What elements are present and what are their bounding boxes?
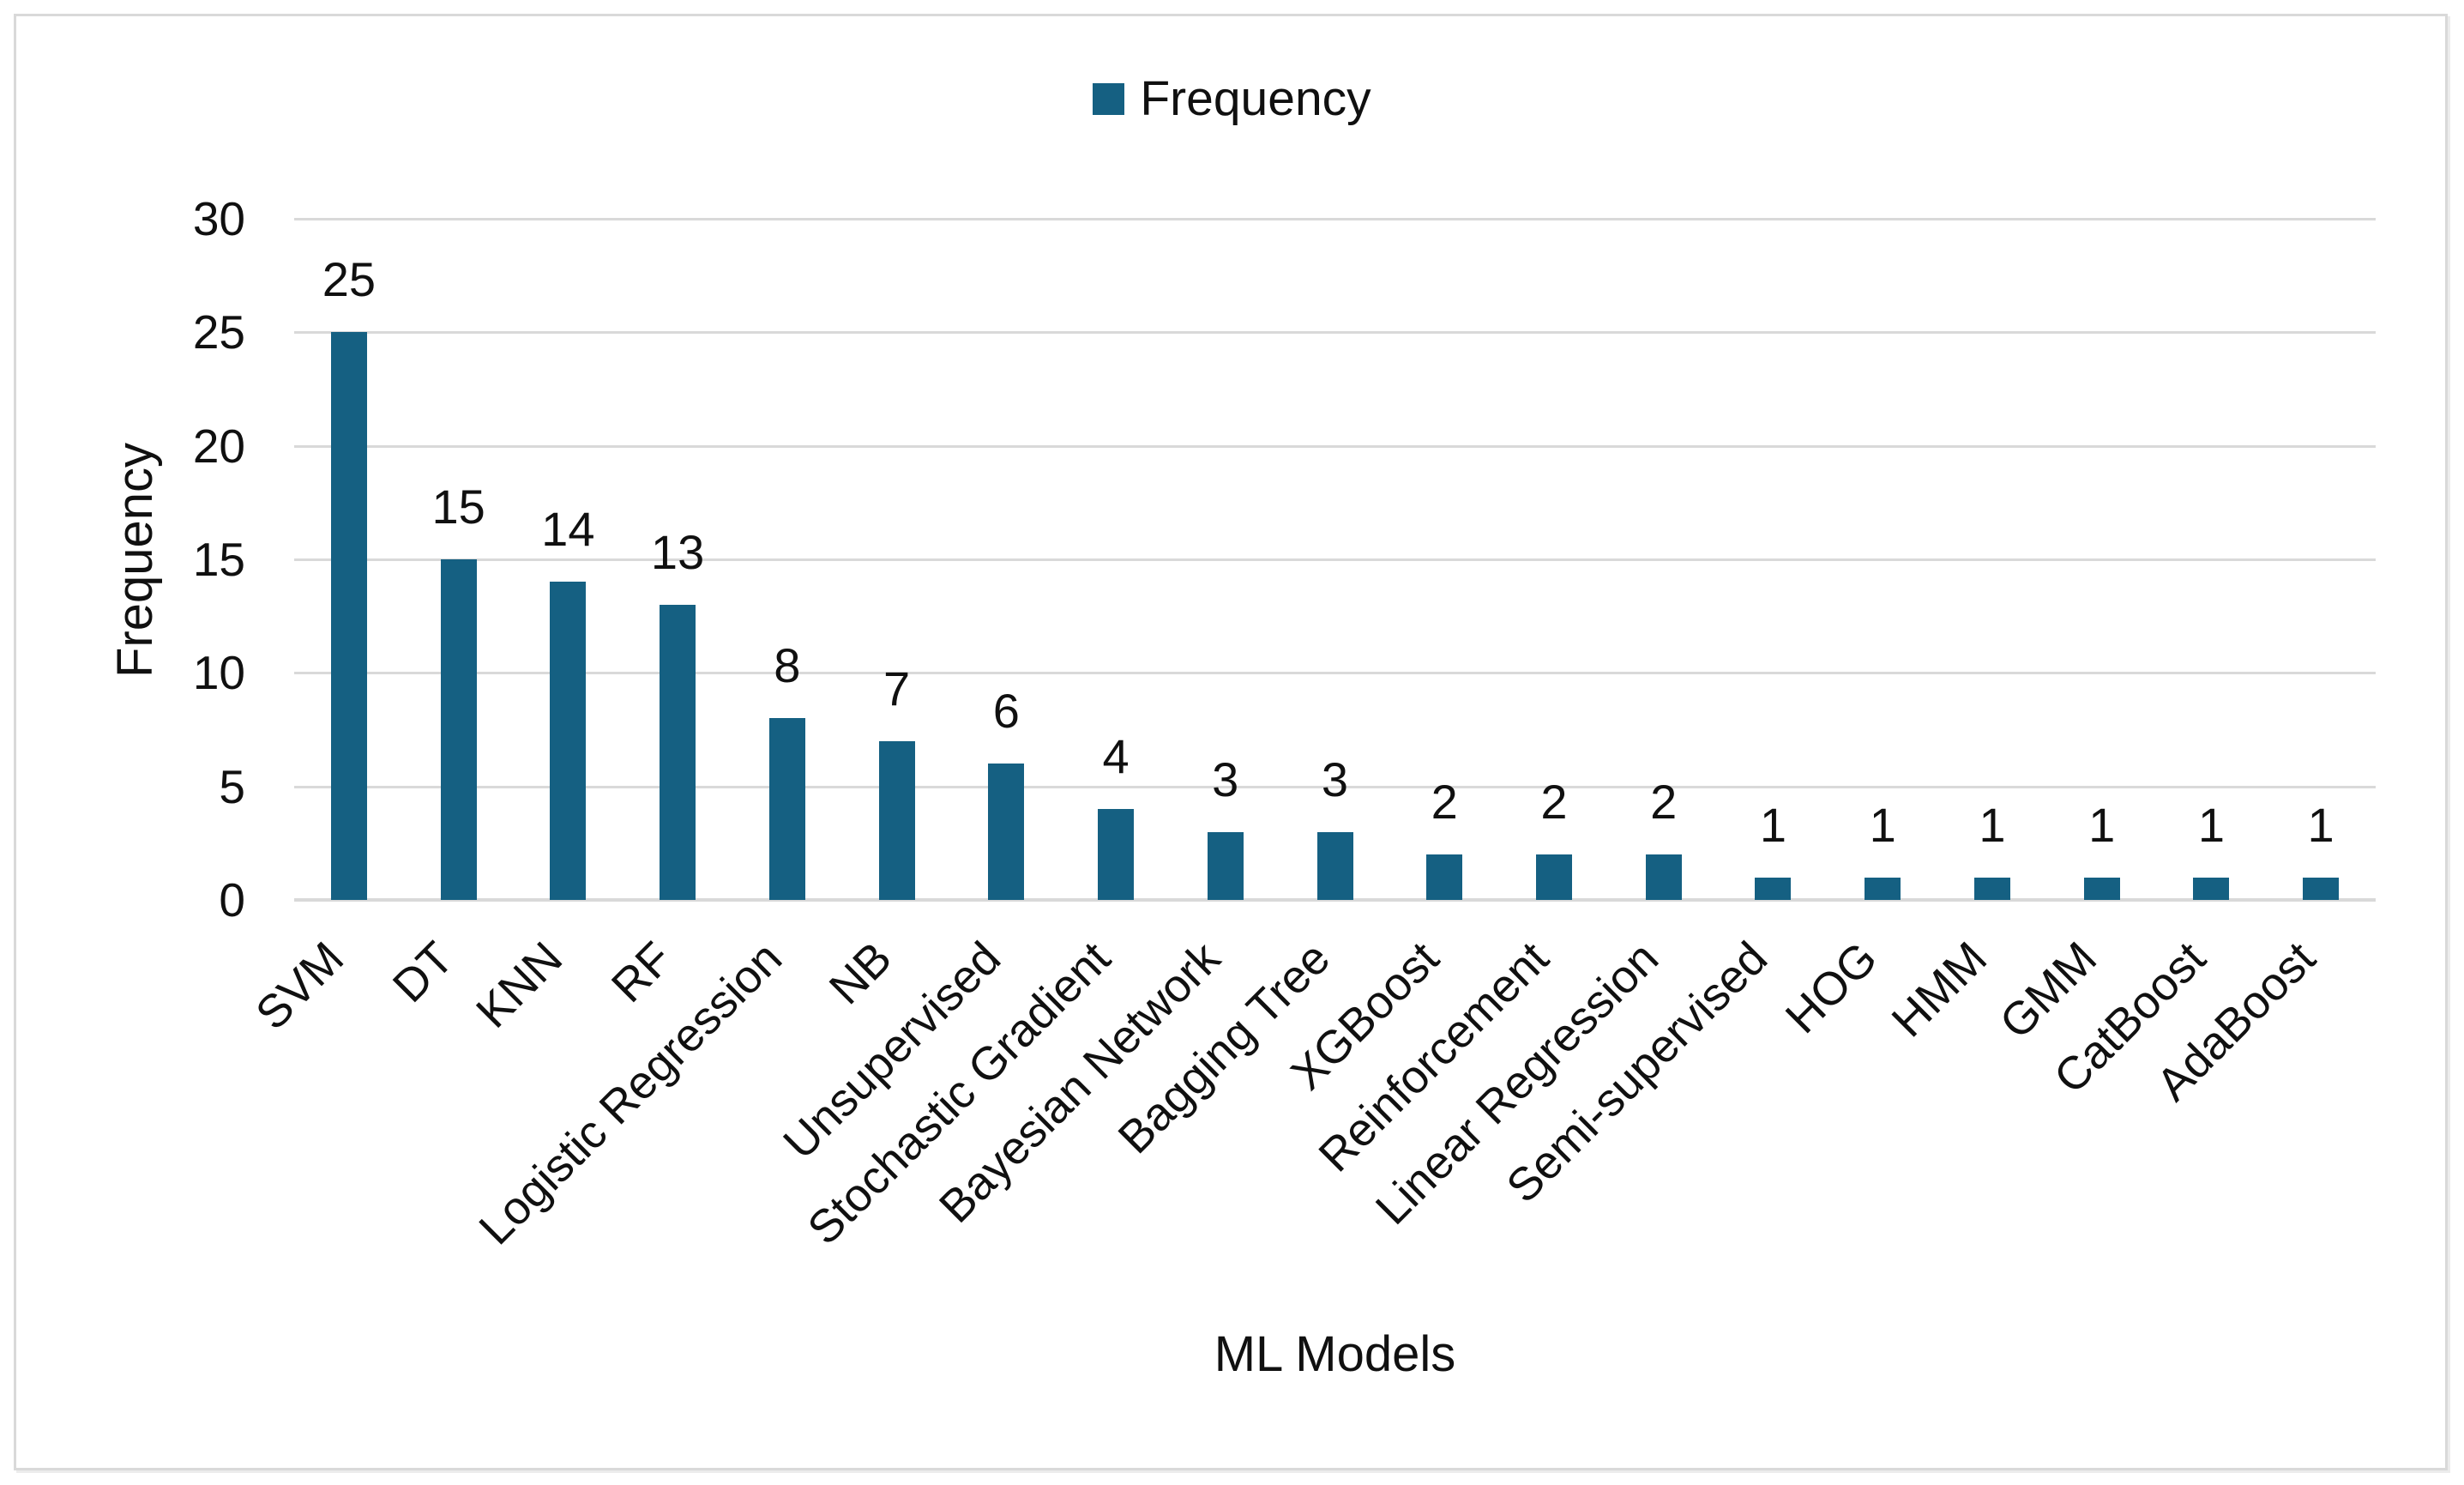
gridline-y-30 [294, 218, 2376, 220]
bar-catboost [2193, 877, 2230, 900]
y-tick-label-20: 20 [192, 419, 245, 473]
x-axis-title: ML Models [1214, 1326, 1456, 1382]
y-tick-label-5: 5 [219, 759, 245, 813]
bar-value-label: 25 [322, 252, 376, 307]
bar-semi-supervised [1755, 877, 1792, 900]
bar-linear-regression [1645, 854, 1682, 900]
y-tick-label-15: 15 [192, 533, 245, 586]
bar-dt [440, 559, 477, 900]
gridline-y-10 [294, 672, 2376, 675]
bar-value-label: 1 [2197, 797, 2225, 852]
bar-unsupervised [988, 764, 1025, 900]
bar-value-label: 14 [541, 502, 595, 557]
bar-hmm [1973, 877, 2010, 900]
bar-stochastic-gradient [1098, 809, 1135, 900]
bar-value-label: 1 [1759, 797, 1787, 852]
y-tick-label-30: 30 [192, 192, 245, 245]
y-tick-label-0: 0 [219, 873, 245, 927]
bar-value-label: 6 [992, 684, 1020, 739]
y-tick-label-25: 25 [192, 305, 245, 359]
x-axis-line [294, 898, 2376, 902]
bar-value-label: 2 [1650, 775, 1678, 830]
gridline-y-15 [294, 558, 2376, 561]
bar-bagging-tree [1316, 831, 1353, 900]
gridline-y-25 [294, 331, 2376, 335]
bar-value-label: 1 [2088, 797, 2116, 852]
bar-nb [878, 740, 915, 900]
bar-value-label: 3 [1212, 752, 1239, 806]
bar-value-label: 1 [1979, 797, 2006, 852]
bar-hog [1865, 877, 1901, 900]
bar-value-label: 8 [774, 638, 801, 693]
bar-reinforcement [1535, 854, 1572, 900]
gridline-y-20 [294, 444, 2376, 448]
bar-bayesian-network [1207, 831, 1244, 900]
bar-gmm [2083, 877, 2120, 900]
gridline-y-5 [294, 785, 2376, 788]
bar-logistic-regression [768, 718, 805, 900]
bar-value-label: 2 [1431, 775, 1458, 830]
bar-knn [550, 582, 587, 900]
bar-rf [660, 604, 696, 900]
y-tick-label-10: 10 [192, 646, 245, 700]
bar-value-label: 4 [1102, 729, 1130, 784]
bar-value-label: 1 [1869, 797, 1896, 852]
legend-marker-swatch [1093, 82, 1125, 115]
bar-value-label: 13 [650, 524, 705, 579]
bar-xgboost [1426, 854, 1463, 900]
bar-adaboost [2303, 877, 2340, 900]
chart-frame [14, 14, 2448, 1470]
bar-value-label: 2 [1540, 775, 1568, 830]
bar-svm [330, 332, 367, 900]
bar-value-label: 3 [1321, 752, 1349, 806]
legend-label: Frequency [1140, 71, 1371, 126]
bar-value-label: 1 [2307, 797, 2334, 852]
bar-value-label: 7 [883, 661, 911, 715]
legend: Frequency [0, 72, 2464, 126]
bar-value-label: 15 [431, 480, 485, 534]
